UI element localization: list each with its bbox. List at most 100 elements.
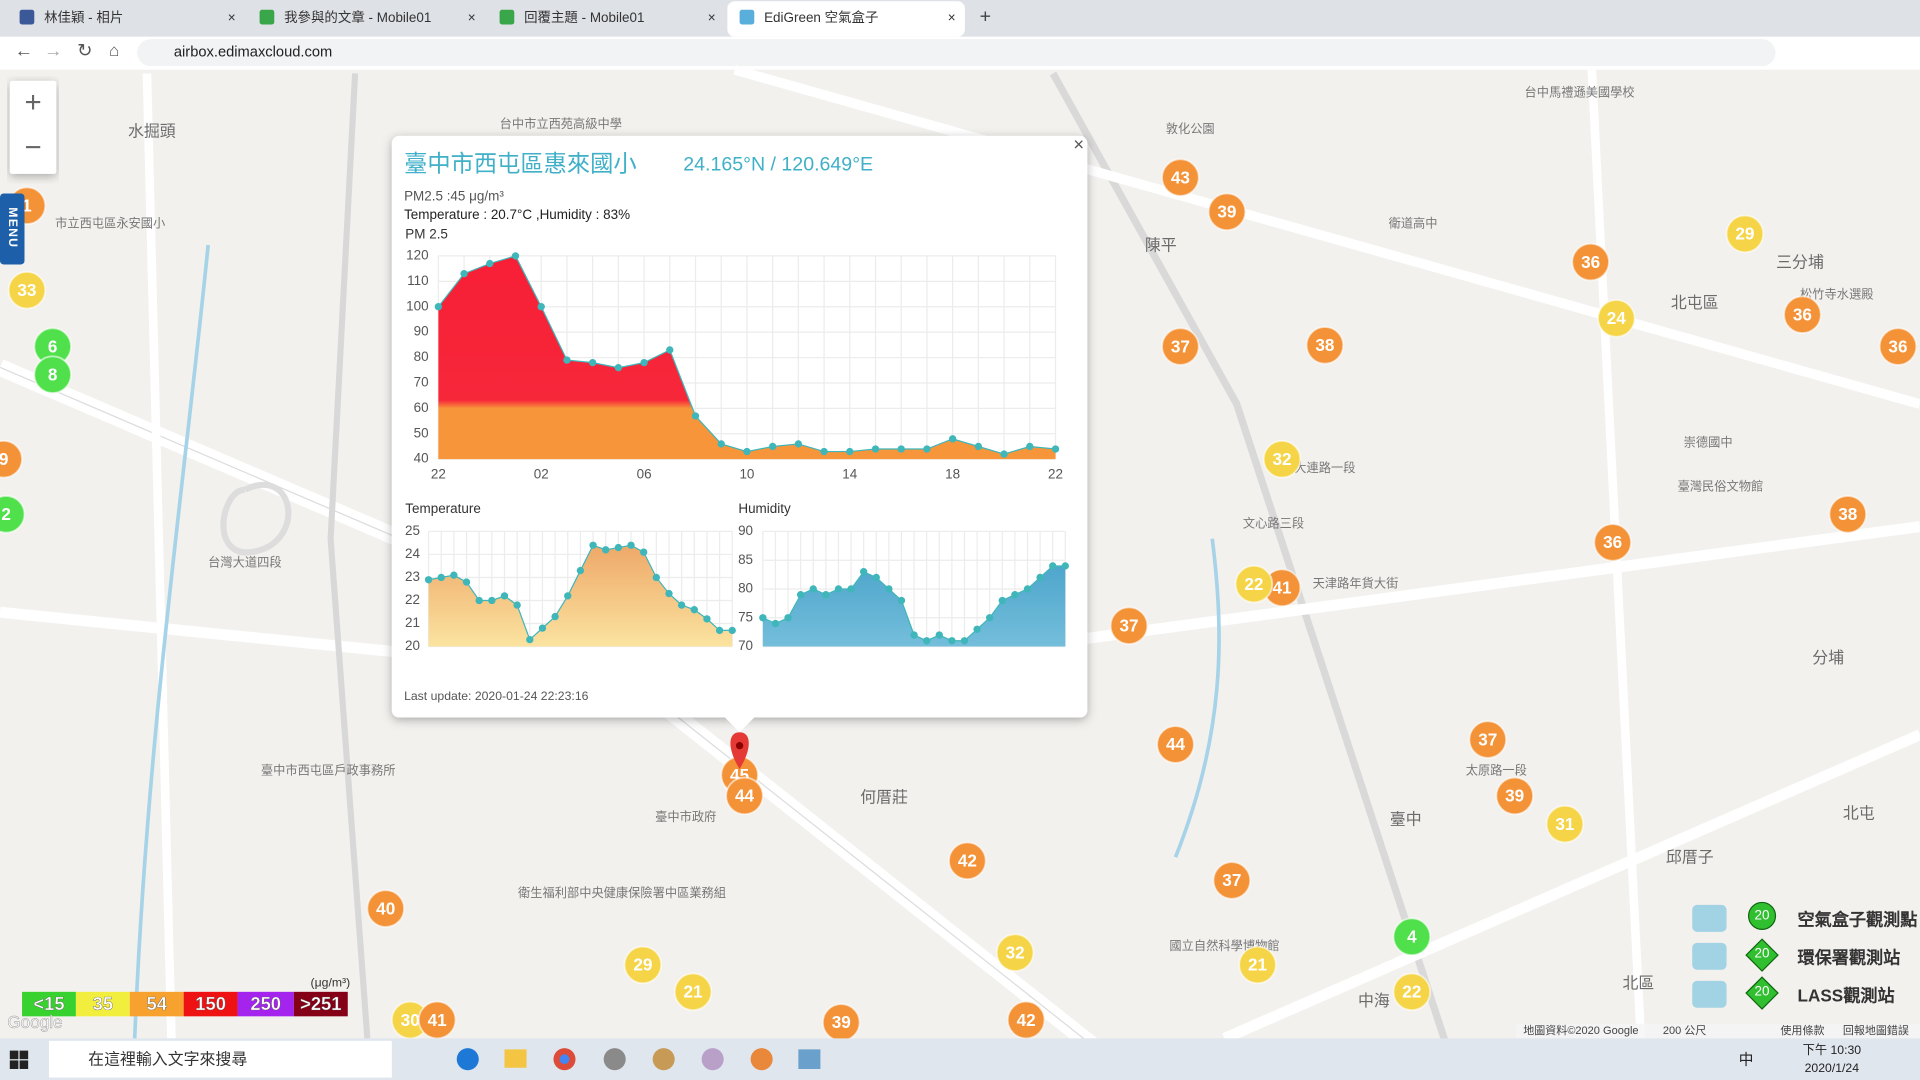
- data-point: [488, 596, 496, 605]
- station-marker[interactable]: [1392, 917, 1432, 957]
- station-marker[interactable]: [1161, 327, 1200, 366]
- tab-close[interactable]: ×: [228, 10, 236, 25]
- data-point: [511, 252, 520, 260]
- marker-value: 39: [1505, 786, 1524, 806]
- station-marker[interactable]: [1783, 295, 1822, 334]
- data-point: [834, 585, 843, 593]
- x-tick-label: 14: [842, 467, 857, 482]
- station-count: 20: [1755, 945, 1770, 960]
- station-marker[interactable]: [1571, 242, 1610, 282]
- tab-title[interactable]: EdiGreen 空氣盒子: [764, 9, 878, 25]
- y-tick-label: 70: [738, 638, 753, 653]
- station-marker[interactable]: [1238, 945, 1277, 985]
- tab-title[interactable]: 回覆主題 - Mobile01: [524, 10, 644, 25]
- station-marker[interactable]: [1212, 861, 1252, 900]
- footer-text[interactable]: 使用條款: [1780, 1023, 1824, 1037]
- footer-text[interactable]: 回報地圖錯誤: [1843, 1023, 1909, 1037]
- menu-button[interactable]: [0, 193, 25, 265]
- home-button[interactable]: ⌂: [109, 40, 119, 60]
- station-marker[interactable]: [1262, 439, 1302, 479]
- station-marker[interactable]: [366, 889, 405, 928]
- station-marker[interactable]: [725, 776, 764, 816]
- station-marker[interactable]: [1593, 523, 1632, 562]
- tab-close[interactable]: ×: [708, 10, 716, 25]
- station-marker[interactable]: [33, 355, 72, 394]
- station-marker[interactable]: [948, 841, 987, 881]
- tab-close[interactable]: ×: [468, 10, 476, 25]
- marker-value: 24: [1607, 308, 1627, 328]
- marker-value: 40: [376, 898, 395, 918]
- tab-favicon: [739, 9, 755, 25]
- pin-dot: [735, 742, 744, 750]
- legend-label: 250: [250, 993, 281, 1014]
- tab-title[interactable]: 我參與的文章 - Mobile01: [284, 9, 431, 25]
- station-legend: 20 空氣盒子觀測點 20 環保署觀測站 20 LASS觀測站: [1692, 901, 1917, 1010]
- y-tick-label: 80: [738, 581, 753, 596]
- new-tab[interactable]: +: [980, 5, 991, 27]
- tab-close[interactable]: ×: [948, 10, 956, 25]
- station-marker[interactable]: [1207, 192, 1247, 232]
- menu-label: MENU: [6, 207, 20, 248]
- station-marker[interactable]: [1234, 564, 1274, 604]
- station-marker[interactable]: [1392, 972, 1432, 1012]
- station-marker[interactable]: [1156, 725, 1195, 764]
- reload-button[interactable]: ↻: [77, 39, 92, 60]
- station-marker[interactable]: [673, 972, 713, 1012]
- station-marker[interactable]: [7, 270, 47, 310]
- app-icon[interactable]: [652, 1048, 675, 1071]
- explorer-icon[interactable]: [504, 1049, 527, 1068]
- tab-favicon: [499, 9, 515, 25]
- data-point: [526, 635, 534, 644]
- station-marker[interactable]: [1109, 606, 1149, 646]
- place-label: 分埔: [1812, 649, 1844, 667]
- app-icon[interactable]: [798, 1049, 821, 1069]
- popup-close[interactable]: ×: [1073, 134, 1084, 155]
- station-marker[interactable]: [1305, 326, 1345, 365]
- selected-pin[interactable]: [730, 732, 749, 769]
- data-point: [1036, 573, 1044, 582]
- zoom-out[interactable]: −: [24, 131, 41, 164]
- edge-icon[interactable]: [456, 1048, 479, 1071]
- station-marker[interactable]: [623, 945, 663, 985]
- station-marker[interactable]: [1545, 804, 1585, 844]
- back-button[interactable]: ←: [15, 39, 33, 60]
- forward-button[interactable]: →: [44, 39, 62, 60]
- menu-text[interactable]: MENU: [6, 207, 20, 248]
- tab-favicon: [259, 9, 275, 25]
- marker-value: 41: [428, 1010, 448, 1030]
- station-marker[interactable]: [1161, 158, 1200, 197]
- marker-value: 22: [1402, 982, 1421, 1002]
- station-marker[interactable]: [0, 495, 26, 534]
- station-marker[interactable]: [0, 439, 23, 479]
- start-icon[interactable]: [9, 1050, 19, 1060]
- clock-date[interactable]: 2020/1/24: [1805, 1061, 1860, 1075]
- app-icon[interactable]: [701, 1048, 724, 1071]
- active-tab[interactable]: [727, 1, 965, 37]
- station-icon: [1692, 942, 1727, 970]
- station-marker[interactable]: [1878, 327, 1918, 366]
- data-point: [784, 614, 792, 622]
- place-label: 臺中市政府: [655, 809, 716, 824]
- app-icon[interactable]: [603, 1048, 626, 1071]
- station-marker[interactable]: [1495, 776, 1534, 816]
- station-marker[interactable]: [995, 933, 1035, 972]
- data-point: [1051, 445, 1060, 453]
- station-marker[interactable]: [1725, 214, 1765, 254]
- tab-title[interactable]: 林佳穎 - 相片: [44, 10, 123, 25]
- y-tick-label: 21: [405, 615, 420, 630]
- zoom-in[interactable]: +: [24, 86, 41, 119]
- station-marker[interactable]: [1468, 720, 1508, 759]
- data-point: [796, 591, 805, 599]
- station-marker[interactable]: [1828, 495, 1868, 534]
- app-icon[interactable]: [750, 1048, 773, 1071]
- station-marker[interactable]: [1597, 299, 1636, 338]
- area: [428, 545, 733, 647]
- last-update: Last update: 2020-01-24 22:23:16: [404, 689, 589, 703]
- data-point: [1026, 442, 1034, 451]
- clock-time[interactable]: 下午 10:30: [1803, 1043, 1862, 1057]
- place-label: 臺中市西屯區戶政事務所: [261, 763, 396, 778]
- search-box[interactable]: [48, 1040, 392, 1078]
- ime-indicator[interactable]: 中: [1739, 1051, 1754, 1068]
- address-bar[interactable]: [137, 39, 1776, 67]
